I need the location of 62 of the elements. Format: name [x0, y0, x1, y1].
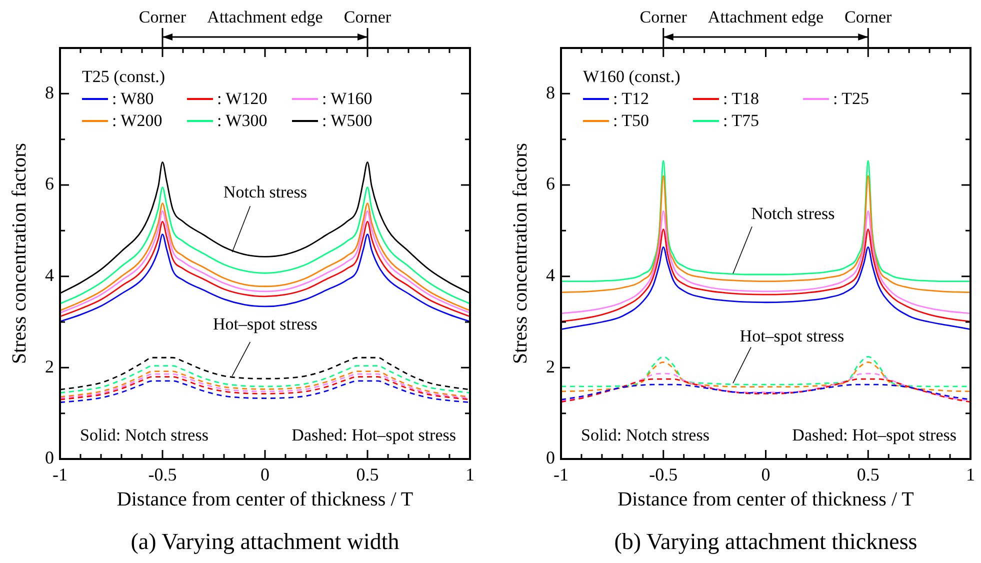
annotation: Corner: [844, 7, 892, 26]
y-tick-label: 0: [45, 448, 54, 468]
x-tick-label: 1: [466, 464, 474, 485]
annotation: Corner: [344, 7, 392, 26]
line-series: [561, 378, 970, 403]
y-axis-title: Stress concentration factors: [509, 142, 532, 364]
legend-label: : W80: [112, 88, 154, 110]
x-tick-label: -1: [52, 464, 68, 485]
x-tick-label: 1: [966, 464, 975, 485]
y-tick-label: 2: [45, 356, 54, 376]
annotation: Hot–spot stress: [740, 326, 844, 346]
legend-label: : T12: [613, 88, 650, 110]
text: Attachment edge: [708, 7, 824, 26]
legend-label: : W120: [217, 88, 268, 110]
annotation: Solid: Notch stress: [581, 425, 710, 444]
legend-title: T25 (const.): [82, 66, 166, 88]
y-tick-label: 8: [45, 82, 54, 102]
legend-label: : W500: [322, 110, 372, 132]
y-tick-label: 0: [546, 448, 555, 468]
x-tick-label: 0: [761, 464, 770, 485]
text: (b) Varying attachment thickness: [614, 529, 918, 554]
annotation: Hot–spot stress: [213, 314, 318, 334]
y-tick-label: 6: [546, 174, 555, 194]
line-series: [561, 228, 970, 322]
line-series: [561, 160, 970, 282]
x-axis-title: Distance from center of thickness / T: [618, 488, 914, 510]
x-tick-label: 0.5: [356, 464, 379, 485]
line-series: [60, 365, 470, 394]
legend-label: : W300: [217, 110, 268, 132]
y-tick-label: 2: [546, 356, 555, 376]
legend-label: : W160: [322, 88, 372, 110]
y-axis-title: Stress concentration factors: [8, 142, 30, 364]
line-series: [561, 175, 970, 294]
x-tick-label: -0.5: [649, 464, 678, 485]
annotation: Notch stress: [751, 204, 835, 224]
y-tick-label: 4: [45, 265, 54, 286]
line-series: [60, 380, 470, 404]
y-tick-label: 4: [546, 265, 555, 286]
x-axis-title: Distance from center of thickness / T: [116, 488, 414, 510]
x-tick-label: 0: [260, 464, 270, 485]
legend-label: : T50: [613, 110, 650, 132]
line-series: [60, 186, 470, 304]
legend-label: : T18: [723, 88, 760, 110]
text: (a) Varying attachment width: [130, 529, 400, 554]
x-tick-label: 0.5: [856, 464, 880, 485]
x-tick-label: -0.5: [148, 464, 177, 485]
annotation: Corner: [640, 7, 688, 26]
annotation: Solid: Notch stress: [80, 425, 208, 444]
text: Attachment edge: [207, 7, 323, 26]
annotation: Notch stress: [223, 182, 307, 202]
annotation: Dashed: Hot–spot stress: [792, 425, 956, 444]
annotation: Dashed: Hot–spot stress: [292, 425, 456, 444]
annotation: Corner: [138, 7, 186, 26]
legend-label: : T25: [833, 88, 870, 110]
y-tick-label: 8: [546, 82, 555, 102]
legend-label: : T75: [723, 110, 760, 132]
y-tick-label: 6: [45, 174, 54, 194]
line-series: [561, 246, 970, 330]
line-series: [561, 361, 970, 392]
legend-label: : W200: [112, 110, 162, 132]
x-tick-label: -1: [554, 464, 568, 485]
legend-title: W160 (const.): [583, 66, 682, 88]
